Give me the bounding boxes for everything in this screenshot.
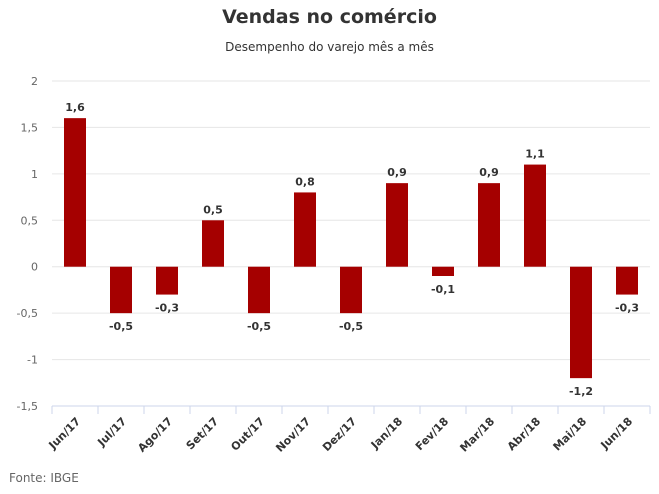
- bar: [432, 266, 454, 276]
- bar: [156, 266, 178, 295]
- y-tick-label: 0,5: [21, 214, 39, 227]
- data-label: 0,8: [295, 175, 315, 188]
- data-label: 0,9: [479, 166, 499, 179]
- y-tick-label: 2: [31, 75, 38, 88]
- x-tick-label: Out/17: [228, 415, 267, 454]
- source-note: Fonte: IBGE: [9, 471, 79, 485]
- data-label: -0,3: [155, 302, 179, 315]
- data-label: -0,1: [431, 283, 455, 296]
- data-label: -0,5: [339, 320, 363, 333]
- data-label: -1,2: [569, 385, 593, 398]
- bar: [110, 266, 132, 314]
- data-label: 0,9: [387, 166, 407, 179]
- x-tick-label: Ago/17: [135, 415, 175, 455]
- x-tick-label: Dez/17: [320, 415, 359, 454]
- bar: [524, 164, 546, 267]
- y-tick-label: -1: [27, 354, 38, 367]
- bar: [248, 266, 270, 314]
- x-tick-label: Jun/17: [46, 415, 84, 453]
- x-tick-label: Jan/18: [368, 415, 405, 452]
- x-tick-label: Mai/18: [551, 415, 590, 454]
- bar: [294, 192, 316, 267]
- x-tick-label: Set/17: [184, 415, 221, 452]
- data-label: 0,5: [203, 203, 223, 216]
- bar: [478, 183, 500, 267]
- data-label: -0,5: [109, 320, 133, 333]
- x-tick-label: Abr/18: [505, 415, 543, 453]
- y-tick-label: -1,5: [17, 400, 38, 413]
- x-tick-label: Mar/18: [457, 415, 497, 455]
- x-tick-label: Nov/17: [273, 415, 313, 455]
- y-tick-label: 1: [31, 168, 38, 181]
- x-tick-label: Jun/18: [598, 415, 636, 453]
- data-label: -0,5: [247, 320, 271, 333]
- bar: [570, 266, 592, 379]
- data-label: 1,6: [65, 101, 85, 114]
- chart-title: Vendas no comércio: [222, 6, 437, 28]
- bar: [386, 183, 408, 267]
- bar: [340, 266, 362, 314]
- y-tick-label: 1,5: [21, 121, 39, 134]
- chart-subtitle: Desempenho do varejo mês a mês: [225, 40, 434, 54]
- bar: [202, 220, 224, 267]
- bar: [64, 118, 86, 267]
- x-tick-label: Jul/17: [94, 415, 129, 450]
- data-label: -0,3: [615, 302, 639, 315]
- data-label: 1,1: [525, 148, 545, 161]
- y-tick-label: -0,5: [17, 307, 38, 320]
- bar: [616, 266, 638, 295]
- x-tick-label: Fev/18: [413, 415, 451, 453]
- y-tick-label: 0: [31, 261, 38, 274]
